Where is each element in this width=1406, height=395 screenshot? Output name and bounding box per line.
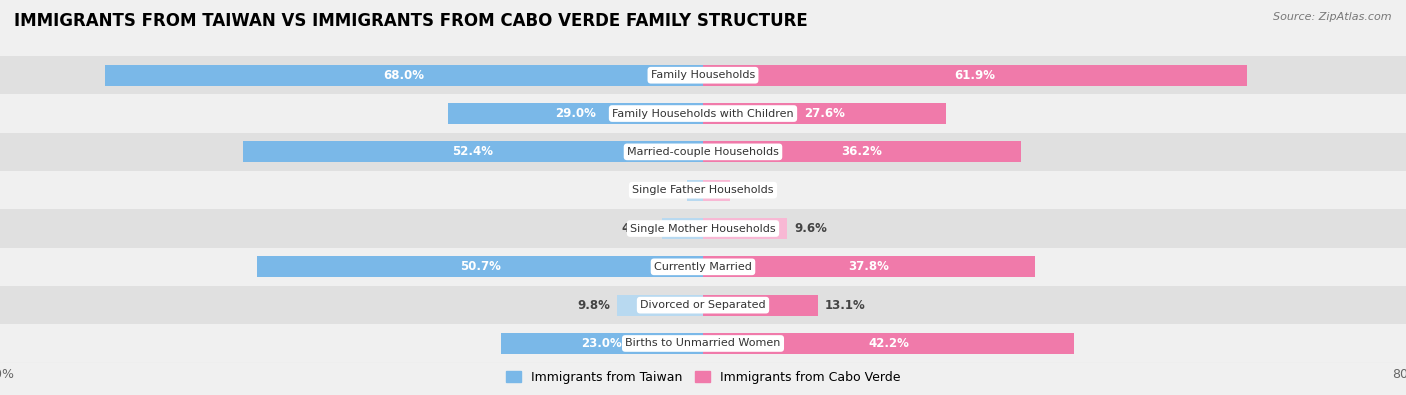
Text: Family Households: Family Households	[651, 70, 755, 80]
Bar	[703, 180, 730, 201]
Bar	[0, 248, 1406, 286]
Bar	[662, 218, 703, 239]
Bar	[703, 65, 1247, 86]
Text: IMMIGRANTS FROM TAIWAN VS IMMIGRANTS FROM CABO VERDE FAMILY STRUCTURE: IMMIGRANTS FROM TAIWAN VS IMMIGRANTS FRO…	[14, 12, 808, 30]
Bar	[449, 103, 703, 124]
Text: Currently Married: Currently Married	[654, 262, 752, 272]
Text: 36.2%: 36.2%	[842, 145, 883, 158]
Text: 9.8%: 9.8%	[576, 299, 610, 312]
Bar	[257, 256, 703, 277]
Text: 29.0%: 29.0%	[555, 107, 596, 120]
Text: Divorced or Separated: Divorced or Separated	[640, 300, 766, 310]
Bar	[688, 180, 703, 201]
Text: 52.4%: 52.4%	[453, 145, 494, 158]
Bar	[617, 295, 703, 316]
Text: 68.0%: 68.0%	[384, 69, 425, 82]
Text: Source: ZipAtlas.com: Source: ZipAtlas.com	[1274, 12, 1392, 22]
Bar	[703, 333, 1074, 354]
Bar	[703, 141, 1021, 162]
Text: 4.7%: 4.7%	[621, 222, 655, 235]
Bar	[105, 65, 703, 86]
Legend: Immigrants from Taiwan, Immigrants from Cabo Verde: Immigrants from Taiwan, Immigrants from …	[501, 366, 905, 389]
Bar	[703, 295, 818, 316]
Bar	[0, 286, 1406, 324]
Text: Single Father Households: Single Father Households	[633, 185, 773, 195]
Text: Births to Unmarried Women: Births to Unmarried Women	[626, 339, 780, 348]
Bar	[0, 324, 1406, 363]
Text: 1.8%: 1.8%	[647, 184, 681, 197]
Text: 37.8%: 37.8%	[849, 260, 890, 273]
Bar	[703, 256, 1035, 277]
Bar	[243, 141, 703, 162]
Text: Family Households with Children: Family Households with Children	[612, 109, 794, 118]
Text: 42.2%: 42.2%	[868, 337, 908, 350]
Bar	[0, 94, 1406, 133]
Text: 3.1%: 3.1%	[737, 184, 770, 197]
Bar	[501, 333, 703, 354]
Text: Married-couple Households: Married-couple Households	[627, 147, 779, 157]
Text: 23.0%: 23.0%	[582, 337, 623, 350]
Text: 61.9%: 61.9%	[955, 69, 995, 82]
Text: Single Mother Households: Single Mother Households	[630, 224, 776, 233]
Text: 13.1%: 13.1%	[825, 299, 866, 312]
Text: 27.6%: 27.6%	[804, 107, 845, 120]
Text: 50.7%: 50.7%	[460, 260, 501, 273]
Bar	[703, 218, 787, 239]
Bar	[0, 56, 1406, 94]
Bar	[0, 133, 1406, 171]
Bar	[0, 209, 1406, 248]
Bar	[0, 171, 1406, 209]
Bar	[703, 103, 945, 124]
Text: 9.6%: 9.6%	[794, 222, 827, 235]
